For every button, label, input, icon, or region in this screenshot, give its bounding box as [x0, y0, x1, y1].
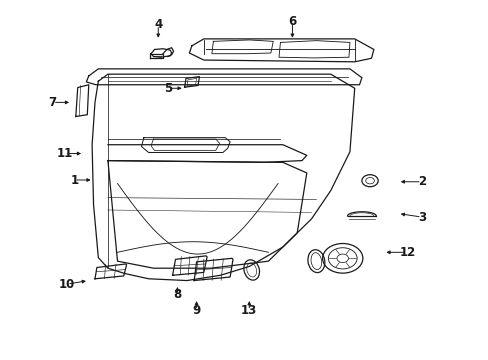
- Text: 11: 11: [57, 147, 73, 160]
- Text: 5: 5: [163, 82, 172, 95]
- Text: 10: 10: [59, 278, 75, 291]
- Text: 2: 2: [417, 175, 425, 188]
- Text: 3: 3: [417, 211, 425, 224]
- Text: 7: 7: [49, 96, 57, 109]
- Text: 12: 12: [399, 246, 415, 259]
- Text: 6: 6: [288, 15, 296, 28]
- Text: 13: 13: [241, 304, 257, 317]
- Text: 4: 4: [154, 18, 162, 31]
- Text: 1: 1: [70, 174, 78, 186]
- Text: 8: 8: [173, 288, 181, 301]
- Text: 9: 9: [192, 304, 200, 317]
